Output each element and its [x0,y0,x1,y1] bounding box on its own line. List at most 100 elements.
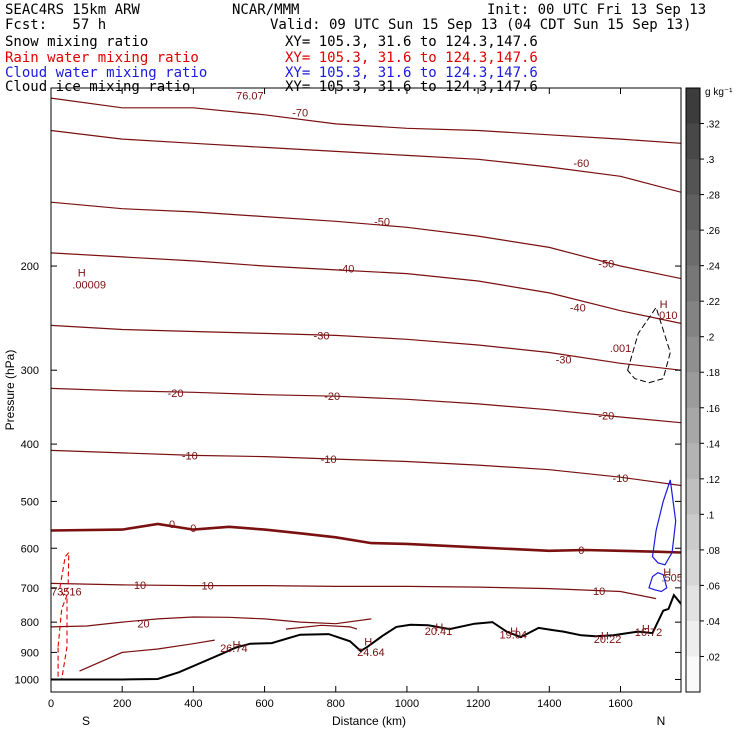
colorbar-swatch [686,620,700,657]
temperature-contour [51,582,657,600]
contour-label: 20 [137,619,149,631]
rain-water-contour [57,594,68,681]
contour-label: -10 [321,454,337,466]
extremum-label: .010 [656,310,677,322]
x-tick-label: 1200 [466,698,490,710]
colorbar-tick-label: .04 [706,617,720,628]
field-snow-name: Snow mixing ratio [5,34,149,50]
org-title: NCAR/MMM [232,2,300,18]
colorbar-units: g kg⁻¹ [705,87,733,98]
y-axis-label: Pressure (hPa) [3,350,17,431]
x-tick-label: 0 [48,698,54,710]
field-cloudice-xy: XY= 105.3, 31.6 to 124.3,147.6 [285,79,538,95]
colorbar-swatch [686,336,700,373]
extremum-label: 26.74 [220,643,248,655]
y-tick-label: 900 [21,647,39,659]
colorbar-tick-label: .32 [706,120,720,131]
y-tick-label: 1000 [15,674,39,686]
colorbar-swatch [686,656,700,693]
contour-label: -50 [374,216,390,228]
contour-label: -40 [338,264,354,276]
temperature-contour [79,639,215,672]
init-time: Init: 00 UTC Fri 13 Sep 13 [487,2,707,18]
extremum-label: H [233,639,241,651]
temperature-contour [51,252,681,324]
y-tick-label: 200 [21,261,39,273]
temperature-contour [51,387,681,424]
y-tick-label: 300 [21,365,39,377]
y-tick-label: 800 [21,617,39,629]
extremum-label: H [660,299,668,311]
extremum-label: H [78,267,86,279]
temperature-contour [51,129,681,193]
x-tick-label: 200 [113,698,131,710]
cloud-ice-contour [627,306,671,384]
colorbar-tick-label: .24 [706,262,720,273]
contour-label: -10 [182,450,198,462]
y-tick-label: 500 [21,496,39,508]
colorbar: .32 .3 .28 .26 .24 .22 .2 .18 .16 .14 .12 .1 .08 .06.… [685,87,720,693]
field-rain-name: Rain water mixing ratio [5,50,199,66]
x-tick-label: 600 [255,698,273,710]
extremum-label: 20.22 [594,634,622,646]
extremum-label: H [364,636,372,648]
extremum-label: 16.72 [635,627,663,639]
rain-water-contour [59,550,70,597]
colorbar-swatch [686,372,700,409]
model-title: SEAC4RS 15km ARW [5,2,140,18]
extremum-label: H [601,630,609,642]
contour-label: 0 [578,545,584,557]
extremum-label: 73516 [51,586,82,598]
colorbar-swatch [686,159,700,196]
colorbar-swatch [686,88,700,125]
colorbar-tick-label: .12 [706,475,720,486]
y-tick-label: 400 [21,439,39,451]
contour-label: -70 [292,107,308,119]
colorbar-swatch [686,549,700,586]
extremum-label: .001 [610,343,631,355]
colorbar-swatch [686,194,700,231]
colorbar-tick-label: .18 [706,368,720,379]
x-tick-label: 800 [327,698,345,710]
colorbar-swatch [686,230,700,267]
colorbar-tick-label: .06 [706,581,720,592]
x-right-endpoint: N [657,714,666,728]
colorbar-tick-label: .2 [706,333,715,344]
extremum-label: 19.04 [499,630,527,642]
temperature-contour [51,522,681,554]
colorbar-tick-label: .1 [706,510,715,521]
plot-frame [50,87,682,693]
extremum-label: .00009 [72,280,106,292]
colorbar-tick-label: .02 [706,652,720,663]
colorbar-tick-label: .08 [706,546,720,557]
contour-label: 0 [190,523,196,535]
field-cloudwater-xy: XY= 105.3, 31.6 to 124.3,147.6 [285,65,538,81]
colorbar-frame [685,87,701,693]
colorbar-tick-label: .28 [706,191,720,202]
field-cloudwater-name: Cloud water mixing ratio [5,65,208,81]
contour-label: 10 [134,580,146,592]
contour-label: -10 [613,473,629,485]
field-rain-xy: XY= 105.3, 31.6 to 124.3,147.6 [285,50,538,66]
colorbar-swatch [686,443,700,480]
temperature-contour [51,97,681,144]
contour-label: -30 [314,330,330,342]
y-tick-label: 600 [21,543,39,555]
colorbar-swatch [686,407,700,444]
colorbar-swatch [686,585,700,622]
cloud-water-contour [648,572,668,593]
temperature-contour [51,616,372,628]
contour-label: -20 [324,391,340,403]
contour-label: -20 [598,411,614,423]
x-axis-label: Distance (km) [332,714,406,728]
colorbar-swatch [686,301,700,338]
colorbar-tick-label: .26 [706,226,720,237]
colorbar-swatch [686,478,700,515]
extremum-label: .505 [661,573,682,585]
contour-label: -30 [556,355,572,367]
contour-label: -40 [570,302,586,314]
x-left-endpoint: S [82,714,90,728]
contour-label: 10 [201,581,213,593]
x-tick-label: 400 [184,698,202,710]
